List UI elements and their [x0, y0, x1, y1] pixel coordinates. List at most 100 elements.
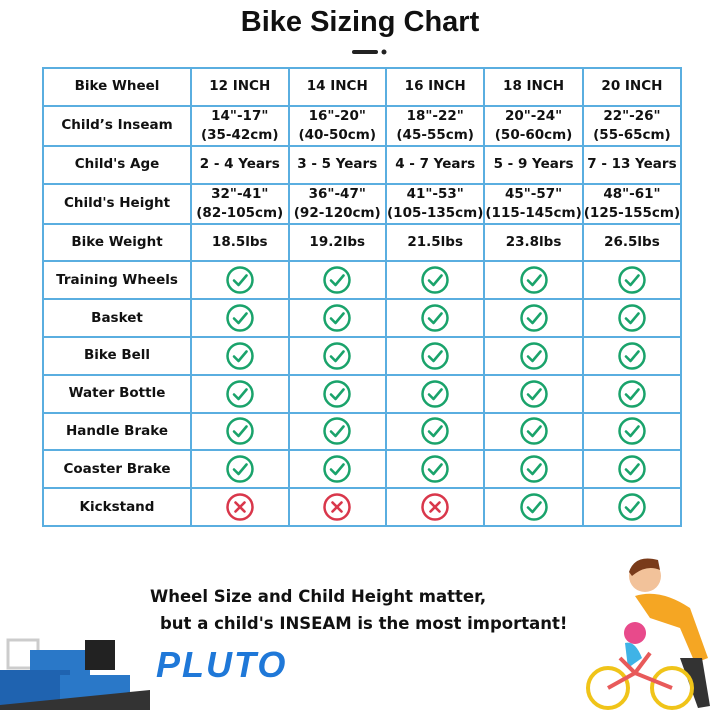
check-icon — [226, 455, 254, 484]
table-row: Handle Brake — [42, 411, 683, 452]
row-label: Coaster Brake — [42, 449, 192, 490]
check-icon — [421, 342, 449, 370]
cell: 2 - 4 Years — [190, 144, 290, 185]
cell-line: (92-120cm) — [293, 204, 381, 221]
cell: 45"-57" (115-145cm) — [483, 182, 584, 225]
cell — [581, 260, 683, 301]
check-icon — [323, 455, 351, 484]
cell-line: 32"-41" — [211, 185, 269, 202]
cell — [384, 487, 486, 527]
check-icon — [519, 304, 548, 332]
cell — [581, 487, 683, 527]
cell — [581, 449, 683, 490]
table-row: Bike Weight 18.5lbs 19.2lbs 21.5lbs 23.8lbs 2… — [42, 222, 683, 263]
title-underline — [352, 49, 387, 55]
cell — [287, 335, 387, 376]
table-row: Coaster Brake — [42, 449, 683, 490]
check-icon — [226, 417, 254, 446]
cell: 14 INCH — [287, 67, 387, 107]
cell — [483, 373, 584, 414]
sizing-table: Bike Wheel 12 INCH 14 INCH 16 INCH 18 INCH 20… — [42, 67, 683, 527]
cell: 21.5lbs — [384, 222, 486, 263]
cell — [483, 449, 584, 490]
brand: PLUTO — [156, 644, 288, 685]
check-icon — [519, 455, 548, 484]
cell: 3 - 5 Years — [287, 144, 387, 185]
cell — [190, 411, 290, 452]
table-row: Basket — [42, 298, 683, 338]
table-row: Child’s Inseam 14"-17" (35-42cm) 16"-20" (40… — [42, 104, 683, 147]
table-row: Kickstand — [42, 487, 683, 527]
cell-line: 16"-20" — [308, 107, 366, 124]
check-icon — [421, 417, 449, 446]
cell-line: (82-105cm) — [196, 204, 284, 221]
cell: 20 INCH — [581, 67, 683, 107]
cell: 26.5lbs — [581, 222, 683, 263]
row-label: Training Wheels — [42, 260, 192, 301]
cell: 20"-24" (50-60cm) — [483, 104, 584, 147]
cell — [384, 411, 486, 452]
cell: 41"-53" (105-135cm) — [384, 182, 486, 225]
row-label: Bike Bell — [42, 335, 192, 376]
cell — [190, 298, 290, 338]
cell — [190, 373, 290, 414]
check-icon — [618, 304, 646, 332]
cross-icon — [421, 493, 449, 521]
cell: 18"-22" (45-55cm) — [384, 104, 486, 147]
cell — [483, 487, 584, 527]
row-label: Bike Weight — [42, 222, 192, 263]
check-icon — [618, 342, 646, 370]
cell — [581, 298, 683, 338]
cell: 5 - 9 Years — [483, 144, 584, 185]
cell — [384, 260, 486, 301]
table-row: Bike Bell — [42, 335, 683, 376]
check-icon — [226, 342, 254, 370]
cell — [483, 411, 584, 452]
check-icon — [323, 304, 351, 332]
check-icon — [226, 266, 254, 295]
row-label: Bike Wheel — [42, 67, 192, 107]
check-icon — [519, 493, 548, 521]
cell: 48"-61" (125-155cm) — [581, 182, 683, 225]
cell-line: 18"-22" — [406, 107, 464, 124]
check-icon — [421, 304, 449, 332]
cell-line: (55-65cm) — [593, 126, 671, 143]
cell-line: 36"-47" — [308, 185, 366, 202]
row-label: Basket — [42, 298, 192, 338]
check-icon — [323, 417, 351, 446]
cell — [287, 373, 387, 414]
cell — [190, 335, 290, 376]
check-icon — [519, 417, 548, 446]
row-label: Child's Height — [42, 182, 192, 225]
cell: 19.2lbs — [287, 222, 387, 263]
cell — [384, 298, 486, 338]
row-label: Child’s Inseam — [42, 104, 192, 147]
cell — [287, 260, 387, 301]
cell-line: (115-145cm) — [485, 204, 582, 221]
cell — [384, 373, 486, 414]
cell-line: 45"-57" — [504, 185, 563, 202]
cell — [190, 487, 290, 527]
cell: 18 INCH — [483, 67, 584, 107]
cell-line: 14"-17" — [211, 107, 269, 124]
cell — [581, 373, 683, 414]
check-icon — [618, 417, 646, 446]
cross-icon — [323, 493, 351, 521]
cell: 12 INCH — [190, 67, 290, 107]
cell-line: 41"-53" — [406, 185, 464, 202]
cell: 36"-47" (92-120cm) — [287, 182, 387, 225]
check-icon — [519, 266, 548, 295]
cell: 16 INCH — [384, 67, 486, 107]
check-icon — [519, 342, 548, 370]
cell-line: (105-135cm) — [387, 204, 484, 221]
check-icon — [519, 379, 548, 408]
cell-line: 48"-61" — [603, 185, 661, 202]
cell — [384, 449, 486, 490]
check-icon — [323, 342, 351, 370]
check-icon — [421, 455, 449, 484]
cell-line: (35-42cm) — [200, 126, 279, 143]
cell-line: 22"-26" — [603, 107, 661, 124]
cell: 14"-17" (35-42cm) — [190, 104, 290, 147]
title: Bike Sizing Chart — [240, 6, 480, 38]
